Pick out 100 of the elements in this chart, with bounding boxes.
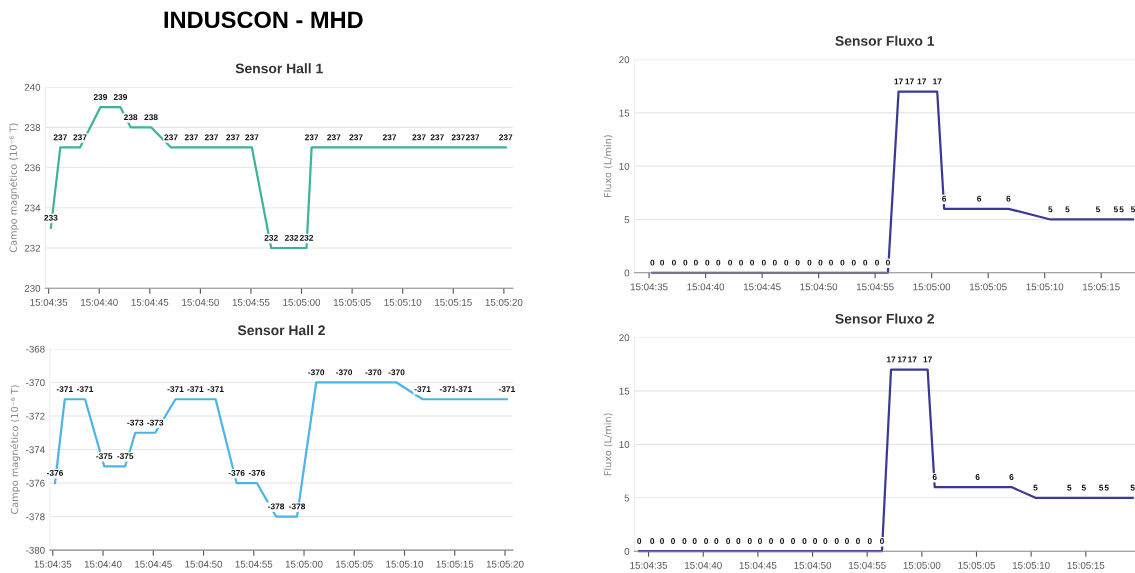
data-label: -371: [414, 386, 431, 393]
data-label: 237: [245, 134, 259, 141]
text: INDUSCON - MHD: [164, 11, 363, 29]
data-label: 0: [750, 259, 755, 266]
data-label: -378: [268, 503, 285, 510]
x-tick-label: 15:04:45: [739, 561, 777, 569]
y-axis-title: Fluxo (L/min): [603, 135, 613, 197]
data-label: 237: [499, 134, 513, 141]
data-label: -375: [96, 453, 113, 460]
data-label: -370: [365, 369, 382, 376]
data-label: 0: [682, 538, 687, 545]
data-label: 0: [851, 259, 856, 266]
data-label: 0: [780, 538, 784, 545]
chart-title: Sensor Fluxo 1: [835, 35, 935, 46]
data-label: 17: [923, 356, 932, 363]
data-label: 237: [53, 134, 67, 141]
data-label: 232: [284, 234, 299, 241]
data-label: 232: [264, 234, 278, 241]
x-tick-label: 15:04:40: [685, 561, 722, 569]
data-label: 0: [704, 538, 709, 545]
x-tick-label: 15:05:00: [913, 283, 951, 291]
data-label: 0: [807, 259, 812, 266]
data-label: 17: [917, 78, 927, 85]
data-label: 0: [736, 538, 741, 545]
x-tick-label: 15:04:50: [182, 298, 219, 306]
x-tick-label: 15:04:40: [84, 560, 122, 568]
y-tick-label: 15: [619, 387, 630, 395]
data-label: 0: [761, 259, 766, 266]
x-tick-label: 15:04:50: [185, 560, 223, 568]
data-label: 0: [683, 259, 688, 266]
y-tick-label: 15: [619, 109, 630, 117]
x-tick-label: 15:05:15: [435, 298, 472, 306]
data-label: 5: [1130, 206, 1135, 213]
x-tick-label: 15:04:45: [131, 298, 169, 306]
data-label: 237: [73, 134, 87, 141]
data-label: 5: [1067, 484, 1072, 491]
data-label: 237: [204, 134, 219, 141]
data-label: 237: [451, 134, 465, 141]
data-label: -371: [77, 386, 94, 393]
y-tick-label: 20: [619, 56, 630, 64]
x-tick-label: 15:05:05: [333, 298, 371, 306]
y-tick-label: 5: [624, 216, 630, 224]
data-label: 0: [844, 538, 849, 545]
data-label: 0: [758, 538, 762, 545]
x-tick-label: 15:05:20: [486, 560, 524, 568]
x-tick-label: 15:04:45: [743, 283, 781, 291]
data-label: 17: [933, 78, 942, 85]
x-tick-label: 15:05:05: [970, 283, 1007, 291]
y-tick-label: -380: [26, 546, 45, 554]
y-tick-label: 236: [24, 164, 41, 172]
x-tick-label: 15:04:45: [135, 560, 172, 568]
y-tick-label: 230: [24, 284, 41, 292]
y-tick-label: -370: [26, 379, 45, 387]
data-label: 17: [908, 356, 917, 363]
data-label: 237: [226, 134, 240, 141]
data-label: 0: [692, 538, 697, 545]
data-label: -376: [228, 469, 245, 476]
x-tick-label: 15:05:10: [386, 560, 424, 568]
data-label: 17: [886, 356, 896, 363]
data-label: 0: [705, 259, 710, 266]
x-tick-label: 15:05:00: [903, 561, 941, 569]
data-label: 0: [693, 259, 698, 266]
y-tick-label: 232: [24, 244, 41, 252]
x-tick-label: 15:05:05: [336, 560, 373, 568]
data-label: -371: [455, 386, 472, 393]
data-label: 5: [1119, 206, 1124, 213]
x-tick-label: 15:05:15: [1083, 283, 1120, 291]
x-tick-label: 15:04:55: [235, 560, 273, 568]
x-tick-label: 15:04:40: [687, 283, 725, 291]
data-label: 0: [650, 259, 655, 266]
data-label: 17: [897, 356, 907, 363]
data-label: 0: [875, 259, 879, 266]
x-tick-label: 15:05:20: [485, 298, 523, 306]
data-label: -375: [117, 453, 134, 460]
data-label: 0: [791, 538, 796, 545]
y-tick-label: 10: [619, 162, 630, 170]
data-label: 5: [1081, 484, 1086, 491]
data-label: 5: [1113, 206, 1118, 213]
data-label: -371: [56, 386, 73, 393]
data-label: 6: [1009, 474, 1014, 480]
data-label: 233: [44, 214, 58, 221]
line-series: [651, 90, 1135, 274]
data-label: -376: [46, 469, 64, 476]
data-label: 237: [327, 134, 341, 141]
x-tick-label: 15:04:35: [34, 560, 72, 568]
data-label: 5: [1095, 206, 1101, 213]
data-label: 6: [1006, 195, 1011, 202]
data-label: 17: [905, 78, 914, 85]
data-label: 238: [123, 114, 138, 121]
data-label: 0: [650, 538, 655, 545]
data-label: 0: [726, 538, 731, 545]
data-label: 17: [894, 78, 903, 85]
y-tick-label: 238: [24, 124, 41, 131]
chart-title: Sensor Fluxo 2: [835, 313, 934, 324]
data-label: -370: [388, 369, 405, 376]
data-label: 5: [1048, 206, 1053, 213]
data-label: 6: [975, 474, 980, 480]
data-label: 0: [829, 259, 833, 266]
chart-title: Sensor Hall 2: [237, 325, 325, 336]
y-tick-label: -368: [26, 345, 45, 353]
